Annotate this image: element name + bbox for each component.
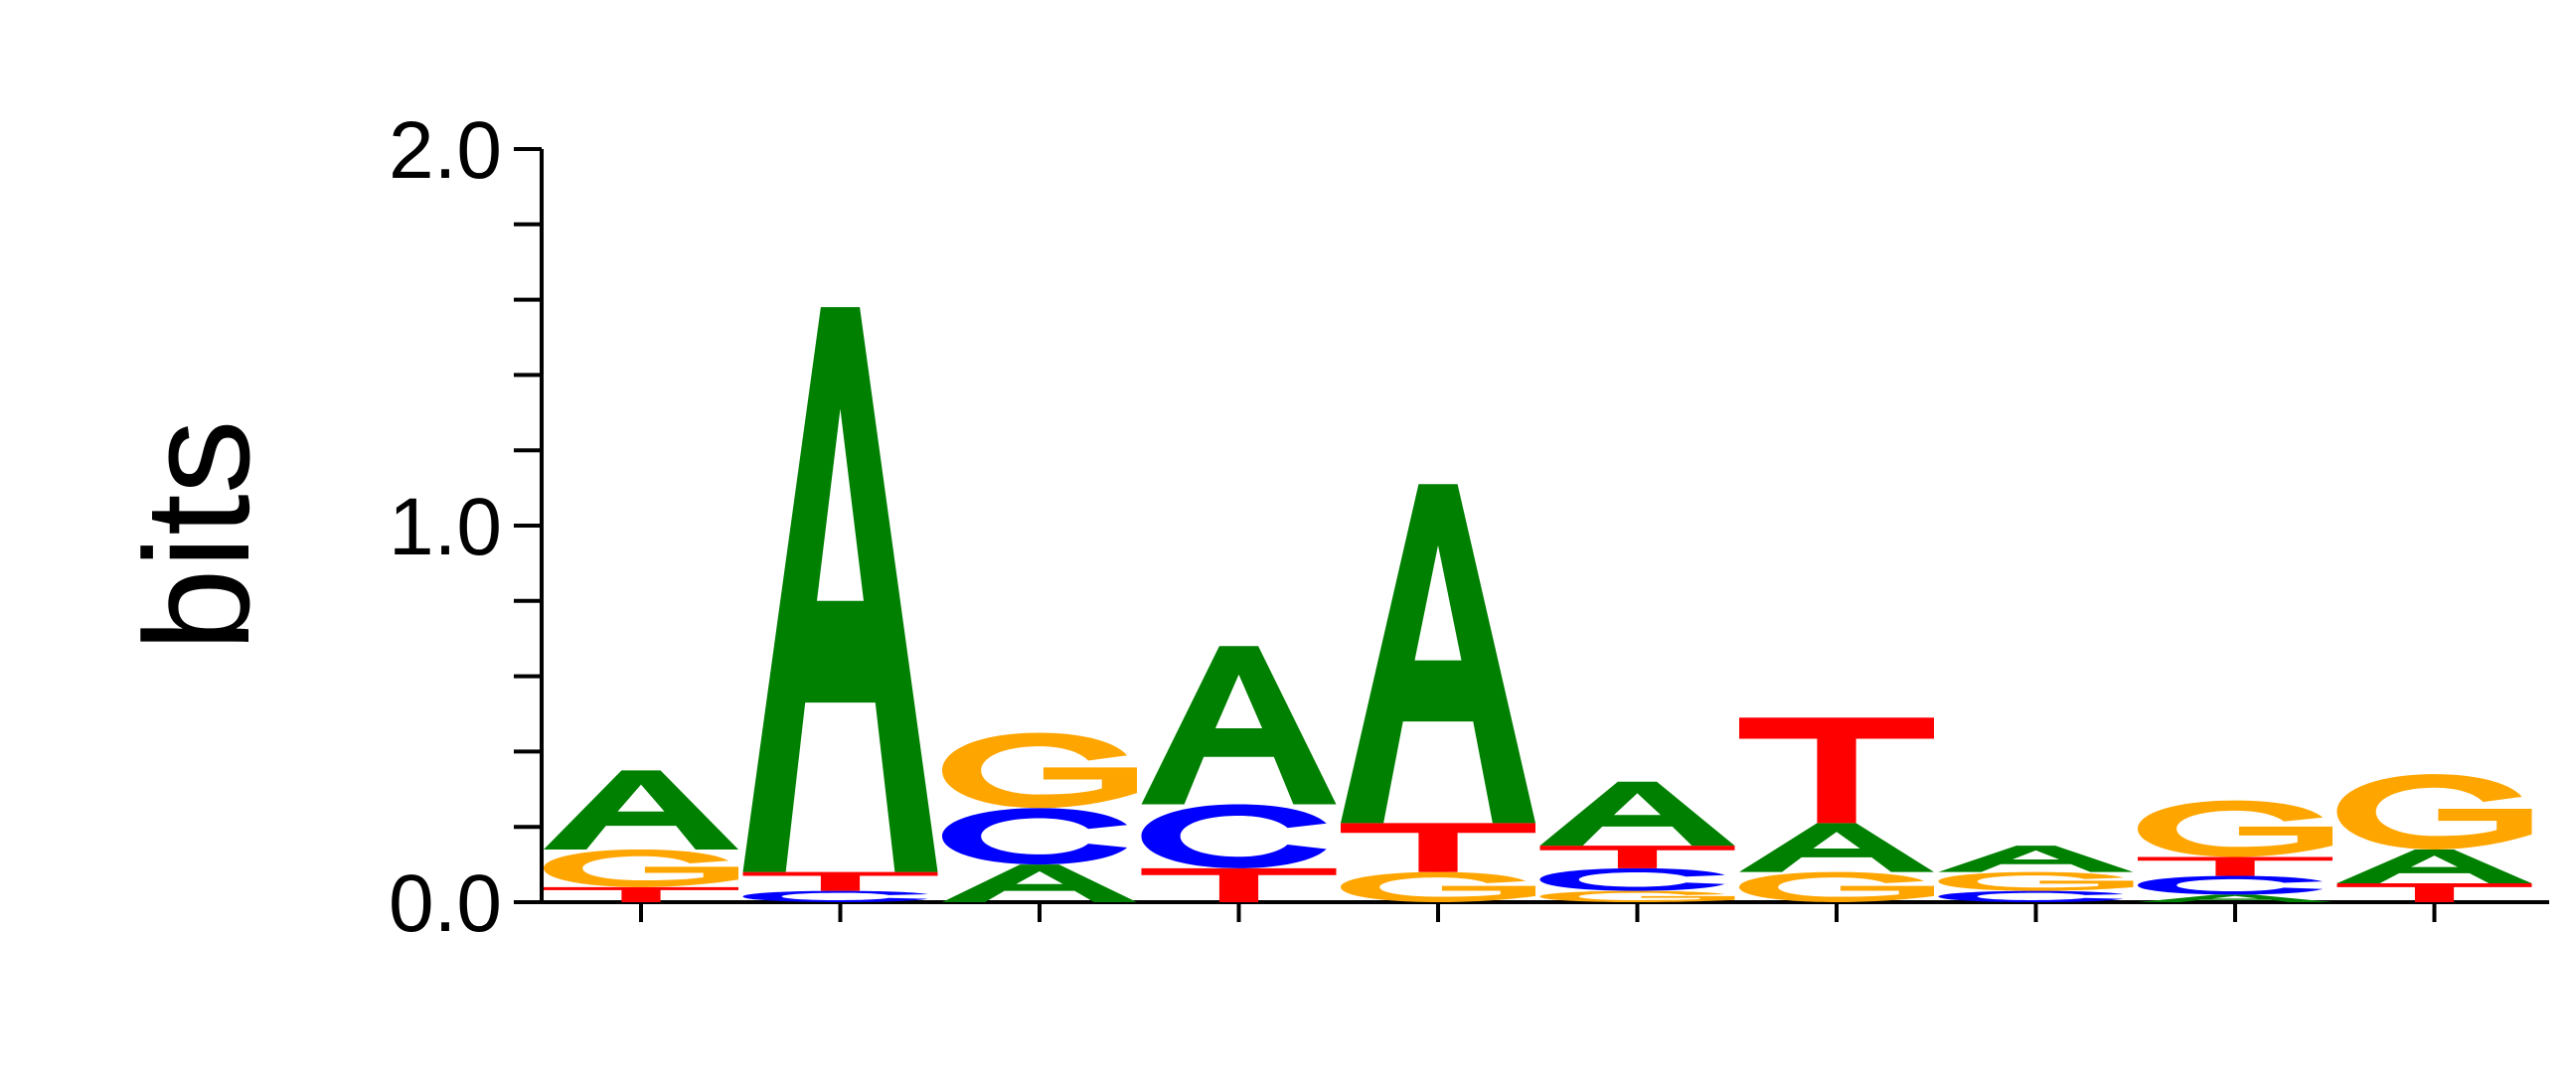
letter-T-pos-6 <box>1539 846 1735 868</box>
letter-A-pos-5 <box>1341 484 1535 824</box>
letter-G-pos-1 <box>544 849 738 887</box>
letter-G-pos-5 <box>1341 871 1535 902</box>
letter-T-pos-1 <box>544 886 738 902</box>
letter-A-pos-1 <box>544 770 738 850</box>
letter-G-pos-7 <box>1739 871 1934 902</box>
letter-C-pos-4 <box>1141 804 1327 868</box>
letter-C-pos-9 <box>2138 875 2324 895</box>
letter-A-pos-3 <box>942 864 1137 902</box>
letter-T-pos-4 <box>1141 867 1337 902</box>
letter-T-pos-2 <box>742 871 938 891</box>
letter-A-pos-8 <box>1938 846 2134 872</box>
letter-A-pos-10 <box>2336 849 2532 884</box>
letter-T-pos-9 <box>2138 856 2333 876</box>
y-tick-label: 0.0 <box>389 858 502 949</box>
letter-C-pos-6 <box>1539 867 1725 891</box>
letter-A-pos-7 <box>1739 823 1934 872</box>
letter-G-pos-6 <box>1539 890 1735 902</box>
letter-C-pos-8 <box>1938 890 2124 902</box>
letter-G-pos-3 <box>942 732 1137 809</box>
letter-T-pos-10 <box>2336 883 2532 902</box>
letter-G-pos-9 <box>2138 800 2333 857</box>
letter-C-pos-3 <box>942 808 1128 865</box>
y-tick-label: 1.0 <box>389 482 502 572</box>
letter-A-pos-6 <box>1539 781 1735 847</box>
letter-G-pos-10 <box>2336 774 2532 850</box>
letter-C-pos-2 <box>742 890 928 902</box>
letter-G-pos-8 <box>1938 871 2134 891</box>
letter-stacks <box>544 307 2532 902</box>
letter-A-pos-2 <box>742 307 938 872</box>
axes: 0.0 1.0 2.0 bits <box>113 105 2549 949</box>
letter-T-pos-7 <box>1739 717 1934 824</box>
letter-A-pos-9 <box>2138 894 2333 902</box>
letter-A-pos-4 <box>1141 646 1337 805</box>
y-axis-title: bits <box>113 419 280 651</box>
letter-T-pos-5 <box>1341 823 1535 872</box>
y-tick-label: 2.0 <box>389 105 502 196</box>
